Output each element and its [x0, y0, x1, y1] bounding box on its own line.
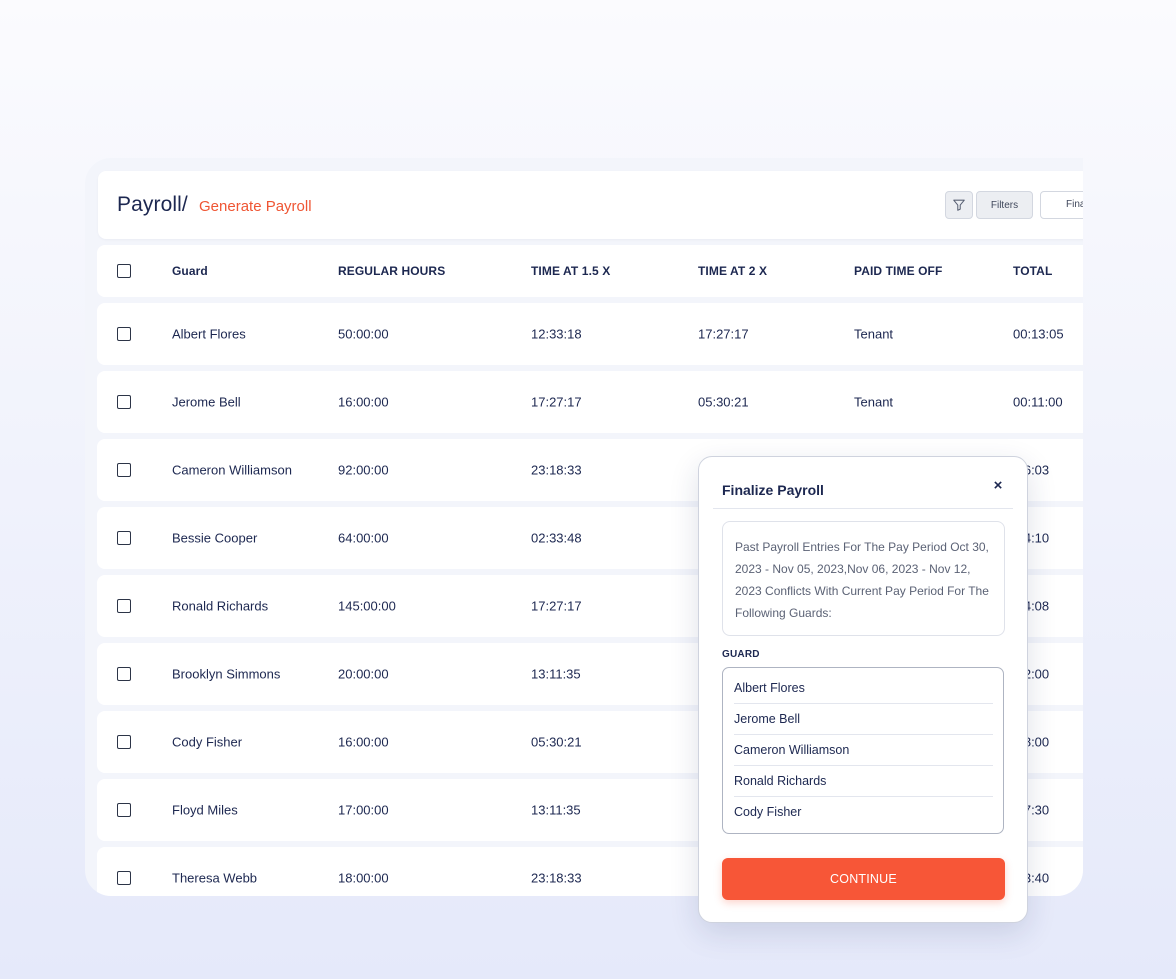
close-icon[interactable]: × [993, 477, 1003, 494]
page-header: Payroll/ Generate Payroll Filters Fina [98, 171, 1083, 239]
cell-time-1-5x: 13:11:35 [531, 802, 581, 818]
modal-title: Finalize Payroll [722, 482, 824, 498]
guard-list-item[interactable]: Albert Flores [734, 673, 993, 704]
cell-regular-hours: 17:00:00 [338, 802, 389, 818]
table-row: Jerome Bell 16:00:00 17:27:17 05:30:21 T… [97, 371, 1083, 433]
row-checkbox[interactable] [117, 395, 131, 409]
cell-regular-hours: 64:00:00 [338, 530, 389, 546]
cell-time-1-5x: 23:18:33 [531, 870, 582, 886]
cell-regular-hours: 16:00:00 [338, 394, 389, 410]
cell-regular-hours: 50:00:00 [338, 326, 389, 342]
row-checkbox[interactable] [117, 803, 131, 817]
guard-list-item[interactable]: Ronald Richards [734, 766, 993, 797]
modal-divider [713, 508, 1013, 509]
row-checkbox[interactable] [117, 327, 131, 341]
finalize-payroll-modal: Finalize Payroll × Past Payroll Entries … [698, 456, 1028, 923]
funnel-icon [953, 199, 965, 211]
row-checkbox[interactable] [117, 667, 131, 681]
column-header-time-2x: TIME AT 2 X [698, 264, 768, 278]
cell-guard: Brooklyn Simmons [172, 666, 281, 682]
cell-regular-hours: 20:00:00 [338, 666, 389, 682]
cell-time-1-5x: 23:18:33 [531, 462, 582, 478]
cell-time-1-5x: 02:33:48 [531, 530, 582, 546]
guard-list-label: GUARD [722, 649, 760, 660]
guard-list-item[interactable]: Jerome Bell [734, 704, 993, 735]
cell-guard: Cody Fisher [172, 734, 243, 750]
cell-guard: Cameron Williamson [172, 462, 292, 478]
finalize-button[interactable]: Fina [1040, 191, 1083, 219]
page-subtitle: Generate Payroll [199, 198, 312, 215]
cell-time-1-5x: 05:30:21 [531, 734, 582, 750]
cell-regular-hours: 18:00:00 [338, 870, 389, 886]
guard-list[interactable]: Albert Flores Jerome Bell Cameron Willia… [722, 667, 1004, 834]
column-header-total: TOTAL [1013, 264, 1053, 278]
cell-total: 00:11:00 [1013, 394, 1063, 410]
guard-list-item[interactable]: Cameron Williamson [734, 735, 993, 766]
cell-guard: Floyd Miles [172, 802, 238, 818]
table-row: Albert Flores 50:00:00 12:33:18 17:27:17… [97, 303, 1083, 365]
cell-regular-hours: 145:00:00 [338, 598, 396, 614]
cell-guard: Theresa Webb [172, 870, 258, 886]
page-title: Payroll/ [117, 193, 188, 216]
row-checkbox[interactable] [117, 735, 131, 749]
guard-list-item[interactable]: Cody Fisher [734, 805, 802, 819]
cell-regular-hours: 16:00:00 [338, 734, 389, 750]
row-checkbox[interactable] [117, 463, 131, 477]
filters-button[interactable]: Filters [976, 191, 1033, 219]
cell-guard: Bessie Cooper [172, 530, 258, 546]
row-checkbox[interactable] [117, 599, 131, 613]
cell-guard: Albert Flores [172, 326, 246, 342]
conflict-message: Past Payroll Entries For The Pay Period … [722, 521, 1005, 636]
cell-paid-time-off: Tenant [854, 326, 894, 342]
cell-time-2x: 05:30:21 [698, 394, 749, 410]
continue-button[interactable]: CONTINUE [722, 858, 1005, 900]
cell-paid-time-off: Tenant [854, 394, 894, 410]
column-header-guard: Guard [172, 264, 208, 278]
select-all-checkbox[interactable] [117, 264, 131, 278]
cell-guard: Ronald Richards [172, 598, 269, 614]
cell-time-1-5x: 12:33:18 [531, 326, 582, 342]
row-checkbox[interactable] [117, 871, 131, 885]
column-header-paid-time-off: PAID TIME OFF [854, 264, 943, 278]
cell-time-2x: 17:27:17 [698, 326, 749, 342]
cell-regular-hours: 92:00:00 [338, 462, 389, 478]
column-header-regular-hours: REGULAR HOURS [338, 264, 446, 278]
column-header-time-1-5x: TIME AT 1.5 X [531, 264, 611, 278]
cell-time-1-5x: 17:27:17 [531, 394, 582, 410]
filter-icon-button[interactable] [945, 191, 973, 219]
cell-total: 00:13:05 [1013, 326, 1064, 342]
cell-guard: Jerome Bell [172, 394, 241, 410]
row-checkbox[interactable] [117, 531, 131, 545]
cell-time-1-5x: 17:27:17 [531, 598, 582, 614]
cell-time-1-5x: 13:11:35 [531, 666, 581, 682]
table-header-row: Guard REGULAR HOURS TIME AT 1.5 X TIME A… [97, 245, 1083, 297]
